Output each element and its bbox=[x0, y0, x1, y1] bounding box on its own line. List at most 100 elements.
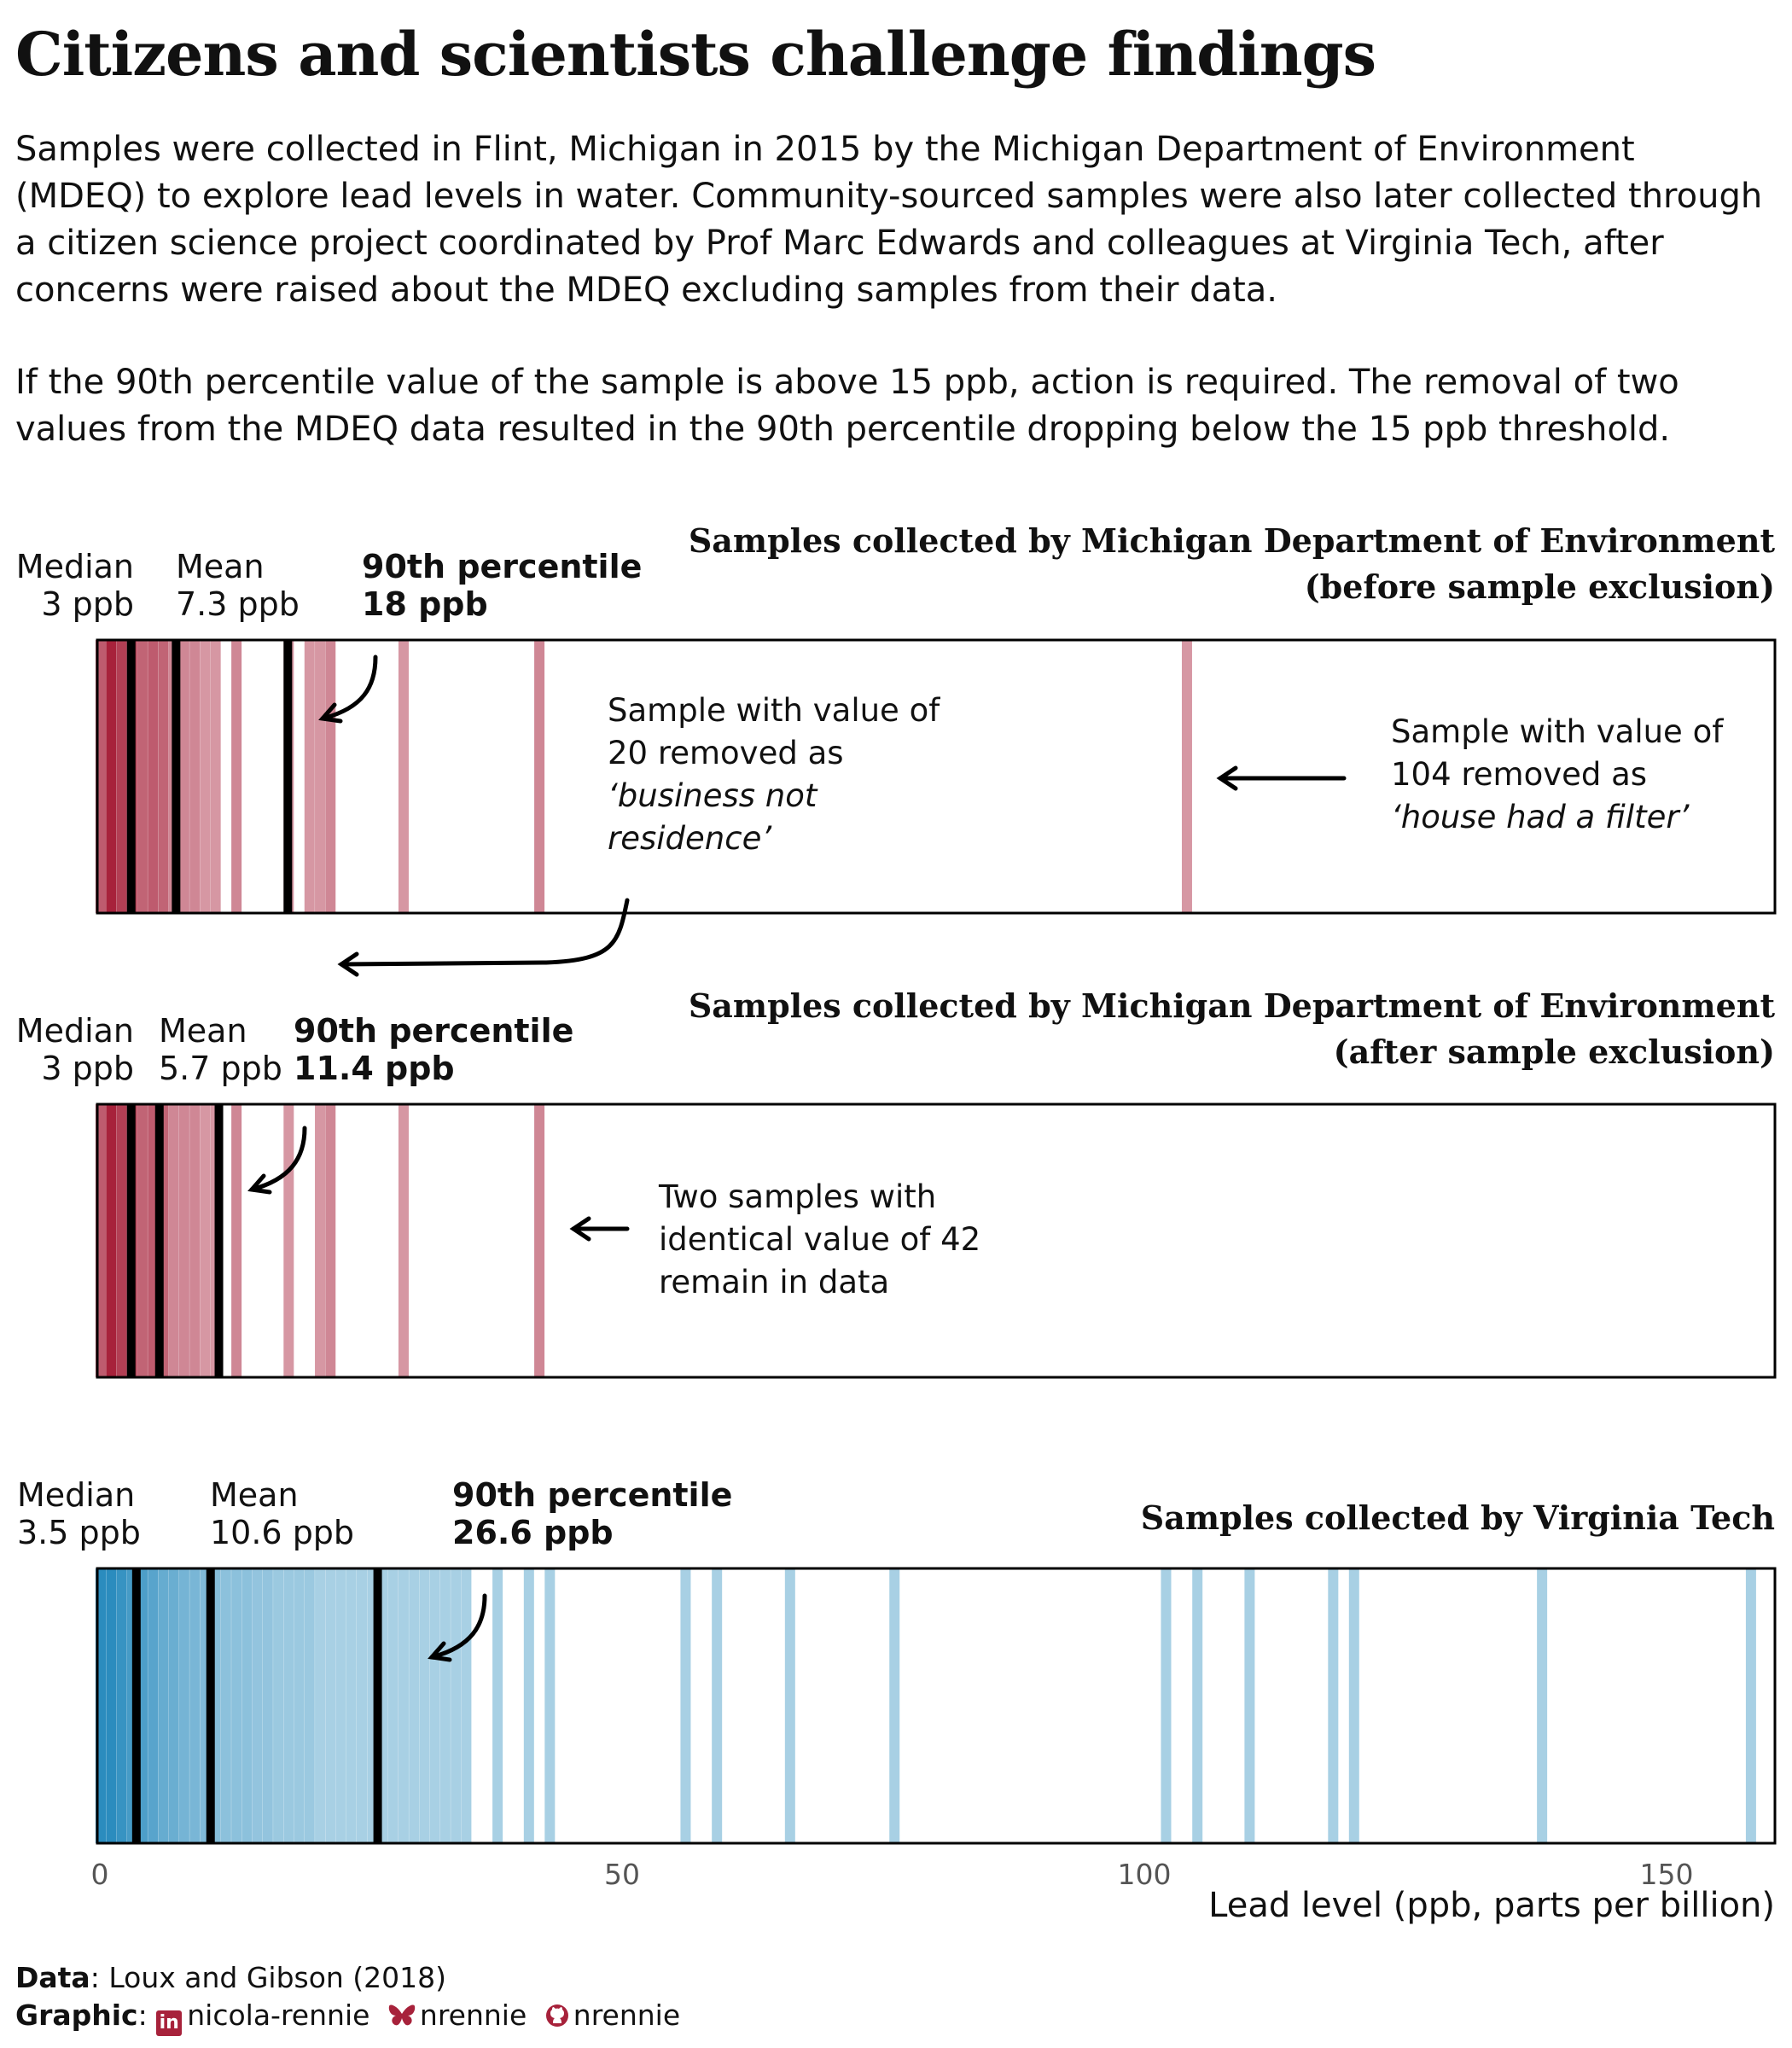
panel-after-title: Samples collected by Michigan Department… bbox=[666, 983, 1775, 1075]
sample-stripe bbox=[398, 1104, 409, 1377]
sample-stripe bbox=[283, 1568, 294, 1843]
median-value: 3.5 ppb bbox=[17, 1514, 141, 1551]
sample-stripe bbox=[252, 1568, 263, 1843]
credits-sep: : bbox=[137, 1999, 148, 2032]
sample-stripe bbox=[712, 1568, 723, 1843]
panel-before-mean: Mean 7.3 ppb bbox=[176, 548, 300, 623]
sample-stripe bbox=[231, 640, 242, 913]
panel-after-p90: 90th percentile 11.4 ppb bbox=[294, 1012, 573, 1087]
sample-stripe bbox=[1537, 1568, 1548, 1843]
panel-before-frame bbox=[96, 638, 1777, 915]
arrow-p90-vt bbox=[429, 1593, 487, 1660]
sample-stripe bbox=[1328, 1568, 1339, 1843]
credits-graphic: Graphic: in nicola-rennie nrennie nrennie bbox=[15, 1997, 680, 2036]
sample-stripe bbox=[1244, 1568, 1255, 1843]
linkedin-handle[interactable]: nicola-rennie bbox=[187, 1999, 370, 2032]
sample-stripe bbox=[889, 1568, 900, 1843]
mean-value: 7.3 ppb bbox=[176, 585, 300, 623]
sample-stripe bbox=[189, 640, 201, 913]
p90-label: 90th percentile bbox=[452, 1476, 733, 1514]
sample-stripe bbox=[419, 1568, 430, 1843]
sample-stripe bbox=[262, 1568, 273, 1843]
sample-stripe bbox=[168, 1568, 179, 1843]
rule-paragraph: If the 90th percentile value of the samp… bbox=[15, 363, 1679, 449]
median-label: Median bbox=[17, 1476, 136, 1514]
panel-after-stripes bbox=[96, 1103, 1777, 1379]
panel-after-mean: Mean 5.7 ppb bbox=[159, 1012, 282, 1087]
sample-stripe bbox=[1161, 1568, 1172, 1843]
x-tick-label: 50 bbox=[604, 1858, 640, 1891]
panel-before-stripes bbox=[96, 638, 1777, 915]
panel-after-title-line2: (after sample exclusion) bbox=[1333, 1033, 1775, 1071]
sample-stripe bbox=[492, 1568, 503, 1843]
sample-stripe bbox=[1181, 640, 1192, 913]
p90-line bbox=[214, 1104, 224, 1377]
credits-data-label: Data bbox=[15, 1961, 90, 1994]
note-line: identical value of 42 bbox=[659, 1221, 981, 1258]
sample-stripe bbox=[106, 1568, 117, 1843]
sample-stripe bbox=[398, 1568, 409, 1843]
sample-stripe bbox=[178, 640, 189, 913]
sample-stripe bbox=[346, 1568, 357, 1843]
sample-stripe bbox=[439, 1568, 451, 1843]
sample-stripe bbox=[273, 1568, 284, 1843]
panel-before-note-removed-104: Sample with value of 104 removed as ‘hou… bbox=[1391, 711, 1723, 839]
arrow-to-after-panel bbox=[339, 898, 630, 967]
median-value: 3 ppb bbox=[41, 1050, 134, 1087]
sample-stripe bbox=[116, 640, 127, 913]
sample-stripe bbox=[398, 640, 409, 913]
note-line: remain in data bbox=[659, 1264, 890, 1300]
mean-label: Mean bbox=[210, 1476, 299, 1514]
p90-label: 90th percentile bbox=[294, 1012, 574, 1050]
mean-value: 5.7 ppb bbox=[159, 1050, 282, 1087]
mean-line bbox=[154, 1104, 164, 1377]
bluesky-handle[interactable]: nrennie bbox=[419, 1999, 527, 2032]
sample-stripe bbox=[1192, 1568, 1203, 1843]
mean-value: 10.6 ppb bbox=[210, 1514, 355, 1551]
note-line: 104 removed as bbox=[1391, 756, 1648, 793]
mean-label: Mean bbox=[176, 548, 265, 585]
median-line bbox=[126, 640, 136, 913]
sample-stripe bbox=[168, 1104, 179, 1377]
panel-before-median: Median 3 ppb bbox=[16, 548, 134, 623]
sample-stripe bbox=[231, 1568, 242, 1843]
sample-stripe bbox=[210, 640, 221, 913]
note-line-italic: ‘house had a filter’ bbox=[1391, 799, 1690, 835]
arrow-p90-before bbox=[320, 655, 378, 721]
panel-before-title-line1: Samples collected by Michigan Department… bbox=[688, 521, 1775, 560]
sample-stripe bbox=[544, 1568, 556, 1843]
sample-stripe bbox=[189, 1104, 201, 1377]
sample-stripe bbox=[137, 1104, 148, 1377]
panel-before-p90: 90th percentile 18 ppb bbox=[362, 548, 642, 623]
sample-stripe bbox=[357, 1568, 367, 1843]
sample-stripe bbox=[1348, 1568, 1359, 1843]
median-line bbox=[126, 1104, 136, 1377]
p90-value: 18 ppb bbox=[362, 585, 488, 623]
github-icon bbox=[545, 2004, 568, 2027]
mean-line bbox=[172, 640, 181, 913]
sample-stripe bbox=[304, 1568, 315, 1843]
sample-stripe bbox=[315, 640, 326, 913]
panel-vt-mean: Mean 10.6 ppb bbox=[210, 1476, 354, 1551]
sample-stripe bbox=[178, 1568, 189, 1843]
panel-after-frame bbox=[96, 1103, 1777, 1379]
page-title: Citizens and scientists challenge findin… bbox=[15, 19, 1376, 90]
sample-stripe bbox=[534, 640, 545, 913]
sample-stripe bbox=[137, 640, 148, 913]
note-line: Sample with value of bbox=[1391, 713, 1724, 750]
credits-data: Data: Loux and Gibson (2018) bbox=[15, 1959, 446, 1997]
sample-stripe bbox=[387, 1568, 399, 1843]
sample-stripe bbox=[106, 640, 117, 913]
panel-after-title-line1: Samples collected by Michigan Department… bbox=[688, 986, 1775, 1025]
sample-stripe bbox=[315, 1104, 326, 1377]
intro-paragraph: Samples were collected in Flint, Michiga… bbox=[15, 130, 1763, 310]
sample-stripe bbox=[325, 1568, 336, 1843]
sample-stripe bbox=[189, 1568, 201, 1843]
github-handle[interactable]: nrennie bbox=[573, 1999, 681, 2032]
sample-stripe bbox=[231, 1104, 242, 1377]
sample-stripe bbox=[158, 1568, 169, 1843]
sample-stripe bbox=[534, 1104, 545, 1377]
sample-stripe bbox=[335, 1568, 346, 1843]
x-axis-title: Lead level (ppb, parts per billion) bbox=[1208, 1886, 1775, 1925]
sample-stripe bbox=[106, 1104, 117, 1377]
